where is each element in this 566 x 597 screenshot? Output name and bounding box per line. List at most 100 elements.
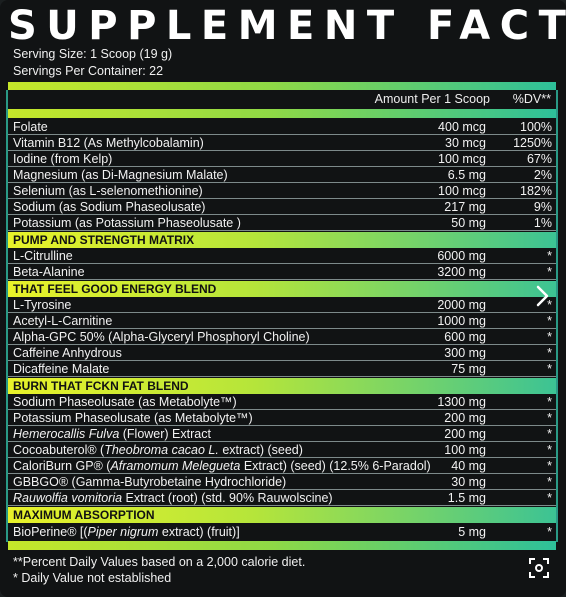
table-row: Hemerocallis Fulva (Flower) Extract 200 … (8, 426, 556, 442)
section-title: BURN THAT FCKN FAT BLEND (13, 379, 189, 393)
ingredient-dv: * (547, 411, 552, 425)
ingredient-amount: 40 mg (451, 459, 486, 473)
ingredient-dv: 9% (533, 200, 552, 214)
ingredient-amount: 3200 mg (437, 265, 486, 279)
ingredient-name: Folate (13, 120, 48, 134)
section-header-pump: PUMP AND STRENGTH MATRIX (8, 232, 556, 248)
ingredient-name: Iodine (from Kelp) (13, 152, 113, 166)
ingredient-dv: * (547, 249, 552, 263)
table-row: Vitamin B12 (As Methylcobalamin) 30 mcg … (8, 135, 556, 151)
section-header-energy: THAT FEEL GOOD ENERGY BLEND (8, 281, 556, 297)
table-row: Folate 400 mcg 100% (8, 119, 556, 135)
ingredient-dv: * (547, 525, 552, 539)
ingredient-name-part: Extract (root) (std. 90% Rauwolscine) (122, 491, 333, 505)
table-row: L-Citrulline 6000 mg * (8, 248, 556, 264)
servings-per-container: Servings Per Container: 22 (13, 64, 164, 78)
right-border (556, 90, 558, 542)
ingredient-amount: 5 mg (458, 525, 486, 539)
ingredient-name: Alpha-GPC 50% (Alpha-Glyceryl Phosphoryl… (13, 330, 310, 344)
label-title: SUPPLEMENT FACTS (8, 3, 566, 49)
ingredient-name: L-Citrulline (13, 249, 73, 263)
focus-zoom-button[interactable] (528, 557, 550, 579)
section-title: PUMP AND STRENGTH MATRIX (13, 233, 195, 247)
table-row: GBBGO® (Gamma-Butyrobetaine Hydrochlorid… (8, 474, 556, 490)
footnote-daily-values: **Percent Daily Values based on a 2,000 … (13, 555, 306, 569)
section-title: MAXIMUM ABSORPTION (13, 508, 155, 522)
ingredient-name: Sodium Phaseolusate (as Metabolyte™) (13, 395, 237, 409)
section-header-absorption: MAXIMUM ABSORPTION (8, 507, 556, 523)
ingredient-dv: * (547, 395, 552, 409)
ingredient-name-part: (Flower) Extract (119, 427, 211, 441)
ingredient-name-italic: Rauwolfia vomitoria (13, 491, 123, 505)
table-row: BioPerine® [(Piper nigrum extract) (frui… (8, 523, 556, 541)
ingredient-name: Dicaffeine Malate (13, 362, 110, 376)
table-row: Acetyl-L-Carnitine 1000 mg * (8, 313, 556, 329)
ingredient-amount: 400 mcg (438, 120, 486, 134)
ingredient-amount: 200 mg (444, 411, 486, 425)
ingredient-name-part: BioPerine® [( (13, 525, 88, 539)
ingredient-name-part: extract) (seed) (218, 443, 303, 457)
ingredient-amount: 1300 mg (437, 395, 486, 409)
ingredient-dv: * (547, 330, 552, 344)
ingredient-name: Magnesium (as Di-Magnesium Malate) (13, 168, 228, 182)
next-image-button[interactable] (530, 283, 554, 309)
table-row: Rauwolfia vomitoria Extract (root) (std.… (8, 490, 556, 506)
ingredient-name: Hemerocallis Fulva (Flower) Extract (13, 426, 211, 442)
ingredient-name-part: CaloriBurn GP® ( (13, 459, 111, 473)
ingredient-dv: 67% (526, 152, 552, 166)
ingredient-amount: 600 mg (444, 330, 486, 344)
ingredient-name: Selenium (as L-selenomethionine) (13, 184, 203, 198)
left-border (6, 90, 8, 542)
ingredient-dv: * (547, 346, 552, 360)
bottom-divider-bar (8, 541, 556, 550)
ingredient-name: Cocoabuterol® (Theobroma cacao L. extrac… (13, 442, 303, 458)
ingredient-dv: 1250% (513, 136, 552, 150)
ingredient-amount: 100 mcg (438, 152, 486, 166)
ingredient-amount: 30 mcg (445, 136, 486, 150)
table-row: Caffeine Anhydrous 300 mg * (8, 345, 556, 361)
ingredient-amount: 100 mg (444, 443, 486, 457)
ingredient-amount: 6.5 mg (447, 168, 486, 182)
ingredient-dv: * (547, 362, 552, 376)
ingredient-amount: 50 mg (451, 216, 486, 230)
ingredient-amount: 75 mg (451, 362, 486, 376)
ingredient-name: L-Tyrosine (13, 298, 72, 312)
table-row: L-Tyrosine 2000 mg * (8, 297, 556, 313)
table-row: Dicaffeine Malate 75 mg * (8, 361, 556, 377)
column-header: Amount Per 1 Scoop %DV** (8, 90, 556, 109)
ingredient-amount: 300 mg (444, 346, 486, 360)
ingredient-name: Potassium Phaseolusate (as Metabolyte™) (13, 411, 253, 425)
table-row: Sodium (as Sodium Phaseolusate) 217 mg 9… (8, 199, 556, 215)
ingredient-dv: 100% (520, 120, 552, 134)
ingredient-name: GBBGO® (Gamma-Butyrobetaine Hydrochlorid… (13, 475, 287, 489)
table-row: Magnesium (as Di-Magnesium Malate) 6.5 m… (8, 167, 556, 183)
ingredient-amount: 1.5 mg (447, 491, 486, 505)
section-title: THAT FEEL GOOD ENERGY BLEND (13, 282, 217, 296)
ingredient-name: BioPerine® [(Piper nigrum extract) (frui… (13, 523, 240, 541)
table-row: Alpha-GPC 50% (Alpha-Glyceryl Phosphoryl… (8, 329, 556, 345)
ingredient-amount: 2000 mg (437, 298, 486, 312)
table-row: Selenium (as L-selenomethionine) 100 mcg… (8, 183, 556, 199)
ingredient-name-part: extract) (fruit)] (158, 525, 240, 539)
chevron-right-icon (536, 285, 549, 307)
table-row: Iodine (from Kelp) 100 mcg 67% (8, 151, 556, 167)
ingredient-name: CaloriBurn GP® (Aframomum Melegueta Extr… (13, 458, 431, 474)
ingredient-name: Acetyl-L-Carnitine (13, 314, 113, 328)
table-row: Potassium (as Potassium Phaseolusate ) 5… (8, 215, 556, 231)
ingredient-name: Beta-Alanine (13, 265, 85, 279)
table-row: Potassium Phaseolusate (as Metabolyte™) … (8, 410, 556, 426)
ingredient-name: Sodium (as Sodium Phaseolusate) (13, 200, 206, 214)
ingredient-dv: * (547, 491, 552, 505)
ingredient-name: Potassium (as Potassium Phaseolusate ) (13, 216, 241, 230)
ingredient-amount: 1000 mg (437, 314, 486, 328)
ingredient-amount: 6000 mg (437, 249, 486, 263)
ingredient-dv: * (547, 443, 552, 457)
ingredient-dv: 2% (533, 168, 552, 182)
ingredient-dv: * (547, 298, 552, 312)
ingredient-dv: 1% (533, 216, 552, 230)
ingredient-dv: * (547, 459, 552, 473)
ingredient-dv: * (547, 265, 552, 279)
ingredient-name-part: Cocoabuterol® ( (13, 443, 105, 457)
ingredient-dv: * (547, 427, 552, 441)
